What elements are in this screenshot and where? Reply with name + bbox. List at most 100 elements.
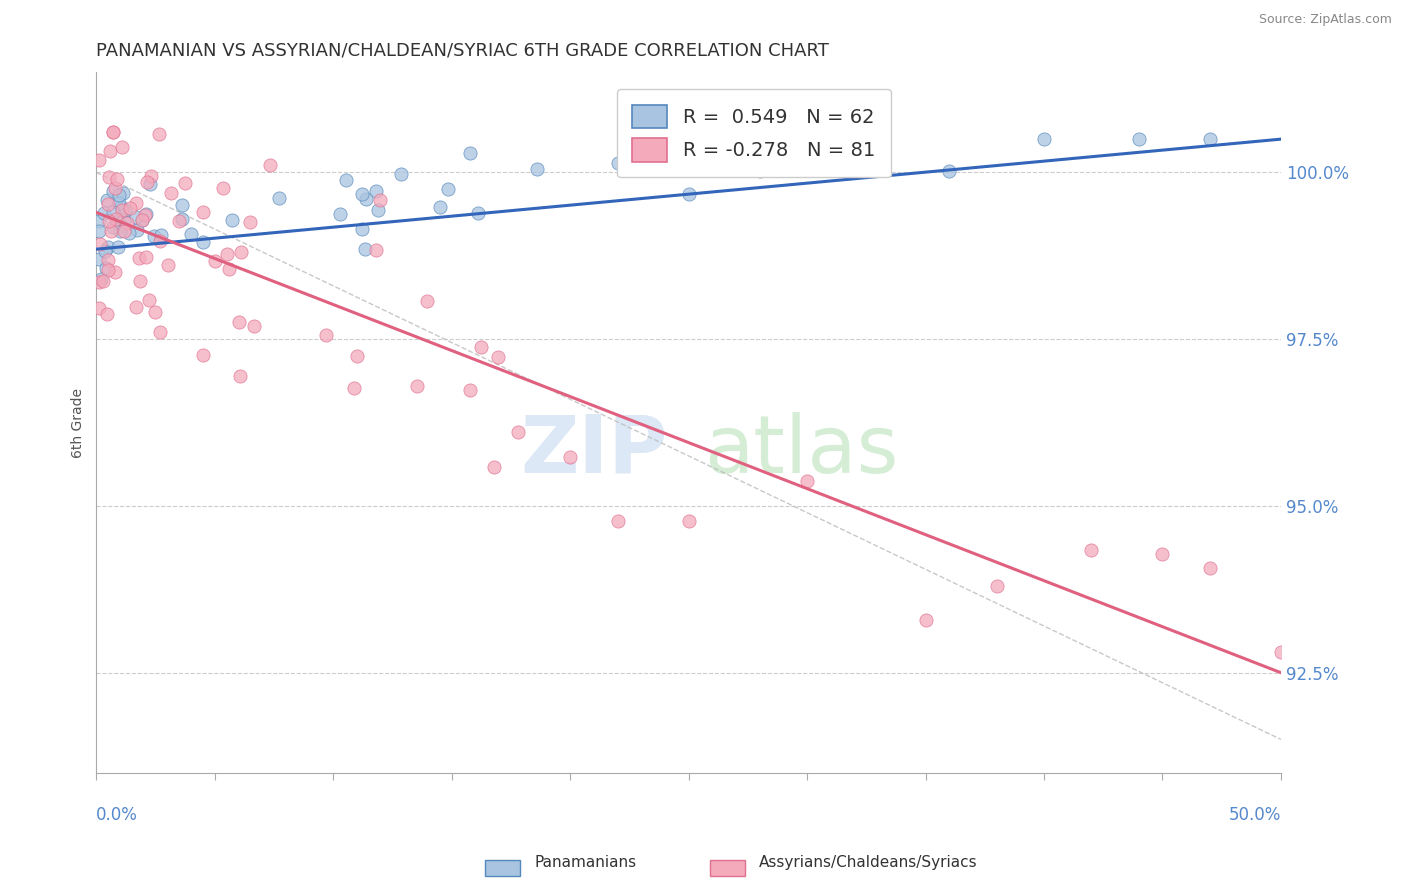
Point xyxy=(437,182,460,196)
Y-axis label: 6th Grade: 6th Grade xyxy=(72,388,86,458)
Point xyxy=(96,307,118,321)
Point xyxy=(405,379,427,393)
Point xyxy=(103,265,125,279)
Point xyxy=(91,274,114,288)
Point xyxy=(229,369,252,384)
Point xyxy=(149,325,172,339)
Text: 50.0%: 50.0% xyxy=(1229,806,1281,824)
Point xyxy=(938,164,960,178)
Point xyxy=(97,170,120,185)
Point xyxy=(138,293,160,308)
Text: Source: ZipAtlas.com: Source: ZipAtlas.com xyxy=(1258,13,1392,27)
Point xyxy=(482,460,505,475)
Point xyxy=(110,219,132,233)
Point xyxy=(748,164,770,178)
Point xyxy=(1199,560,1222,574)
Point xyxy=(110,224,132,238)
Point xyxy=(136,175,159,189)
Point xyxy=(1199,132,1222,146)
Point xyxy=(267,190,290,204)
Point xyxy=(986,578,1008,592)
Point xyxy=(486,350,509,364)
Point xyxy=(1270,645,1292,659)
Text: atlas: atlas xyxy=(704,411,898,490)
Point xyxy=(139,169,162,184)
Point xyxy=(89,275,111,289)
Point xyxy=(354,242,377,256)
Point xyxy=(526,161,548,176)
Point xyxy=(112,224,135,238)
Point xyxy=(367,202,389,217)
Point xyxy=(231,244,253,259)
Point xyxy=(173,176,195,190)
Point xyxy=(239,215,262,229)
Point xyxy=(329,207,352,221)
Point xyxy=(97,262,120,277)
Point xyxy=(98,214,121,228)
Point xyxy=(104,180,127,194)
Point xyxy=(193,348,215,362)
Point xyxy=(111,140,134,154)
Point xyxy=(129,274,152,288)
Point xyxy=(389,168,412,182)
Point xyxy=(560,450,582,465)
Point xyxy=(89,237,111,252)
Point xyxy=(143,305,166,319)
Point xyxy=(101,204,124,219)
Point xyxy=(350,222,373,236)
Point xyxy=(94,261,117,276)
Point xyxy=(97,253,120,268)
Point xyxy=(101,125,124,139)
Point xyxy=(221,213,243,227)
Point xyxy=(470,339,492,353)
Point xyxy=(150,227,173,242)
Point xyxy=(678,514,700,528)
Text: Assyrians/Chaldeans/Syriacs: Assyrians/Chaldeans/Syriacs xyxy=(759,855,977,870)
Point xyxy=(118,226,141,240)
Point xyxy=(506,425,529,439)
Point xyxy=(125,196,148,211)
Point xyxy=(335,173,357,187)
Text: ZIP: ZIP xyxy=(520,411,668,490)
Point xyxy=(844,158,866,172)
Point xyxy=(124,210,146,224)
Point xyxy=(1080,542,1102,557)
Text: Panamanians: Panamanians xyxy=(534,855,637,870)
Point xyxy=(115,216,138,230)
Text: PANAMANIAN VS ASSYRIAN/CHALDEAN/SYRIAC 6TH GRADE CORRELATION CHART: PANAMANIAN VS ASSYRIAN/CHALDEAN/SYRIAC 6… xyxy=(97,42,830,60)
Point xyxy=(103,184,125,198)
Point xyxy=(1033,132,1056,146)
Point xyxy=(458,383,481,397)
Point xyxy=(93,206,115,220)
Point xyxy=(128,252,150,266)
Point xyxy=(105,213,128,227)
Point xyxy=(120,201,142,215)
Point xyxy=(107,240,129,254)
Point xyxy=(87,301,110,315)
Point xyxy=(169,214,191,228)
Point xyxy=(139,177,162,191)
Point xyxy=(125,223,148,237)
Point xyxy=(368,193,391,207)
Point xyxy=(228,315,250,329)
Point xyxy=(191,235,214,250)
Point xyxy=(135,250,157,264)
Point xyxy=(98,144,121,158)
Point xyxy=(315,328,337,343)
Point xyxy=(1128,132,1150,146)
Point xyxy=(215,247,238,261)
Point xyxy=(90,272,112,286)
Point xyxy=(159,186,181,201)
Point xyxy=(352,186,374,201)
Point xyxy=(364,244,387,258)
Point xyxy=(105,212,128,227)
Point xyxy=(416,294,439,309)
Point xyxy=(1152,547,1174,561)
Point xyxy=(191,205,214,219)
Point xyxy=(343,381,366,395)
Legend: R =  0.549   N = 62, R = -0.278   N = 81: R = 0.549 N = 62, R = -0.278 N = 81 xyxy=(617,89,891,178)
Point xyxy=(914,613,936,627)
Point xyxy=(135,207,157,221)
Point xyxy=(112,213,135,227)
Point xyxy=(131,213,153,227)
